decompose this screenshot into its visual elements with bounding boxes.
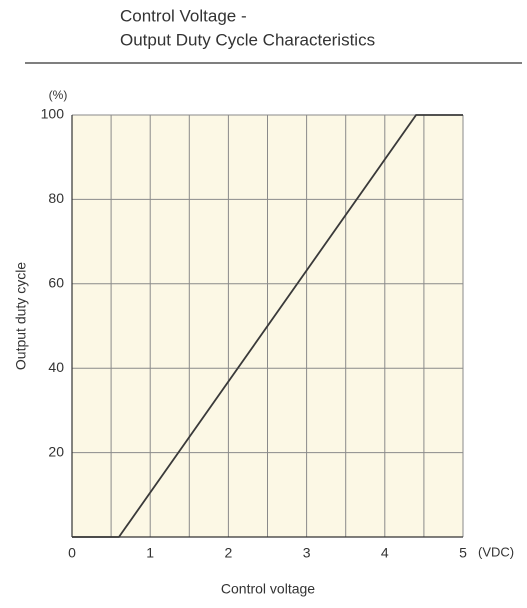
chart-title: Control Voltage - (120, 6, 247, 25)
y-tick-label: 40 (48, 359, 64, 375)
y-axis-label: Output duty cycle (13, 262, 29, 370)
y-tick-label: 80 (48, 190, 64, 206)
x-tick-label: 2 (225, 545, 233, 561)
chart-title: Output Duty Cycle Characteristics (120, 30, 375, 49)
y-tick-label: 60 (48, 275, 64, 291)
y-tick-label: 20 (48, 443, 64, 459)
x-tick-label: 0 (68, 545, 76, 561)
y-tick-label: 100 (41, 106, 65, 122)
x-tick-label: 5 (459, 545, 467, 561)
x-tick-label: 4 (381, 545, 389, 561)
x-tick-label: 1 (146, 545, 154, 561)
y-unit: (%) (49, 88, 68, 102)
data-line (72, 114, 463, 538)
x-tick-label: 3 (303, 545, 311, 561)
x-unit: (VDC) (478, 544, 514, 559)
x-axis-label: Control voltage (221, 581, 315, 597)
